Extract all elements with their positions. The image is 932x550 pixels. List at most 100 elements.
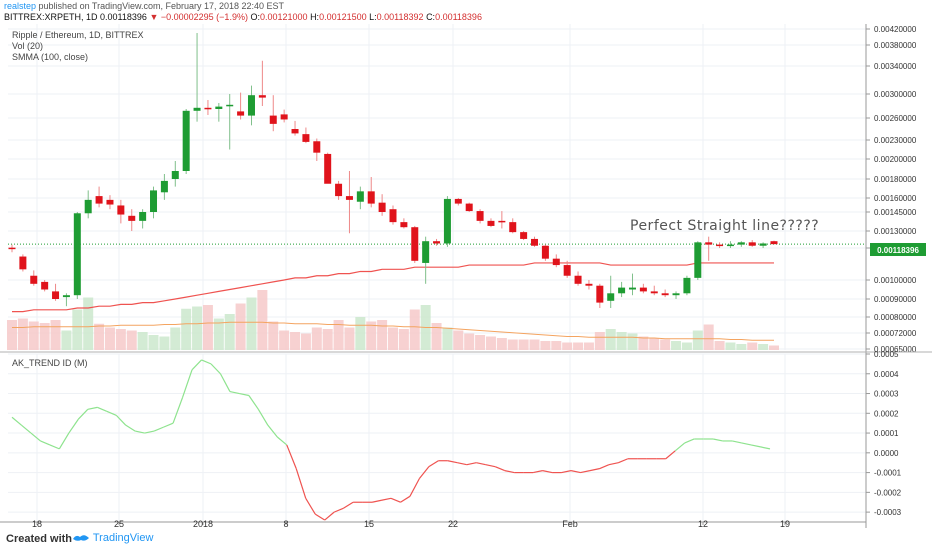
volume-bar bbox=[496, 338, 507, 350]
candle-body bbox=[356, 191, 364, 202]
footer-created: Created with bbox=[6, 533, 73, 545]
indicator-segment bbox=[144, 430, 155, 434]
candle-body bbox=[269, 115, 277, 124]
price-tick-label: 0.00380000 bbox=[874, 41, 917, 50]
volume-bar bbox=[681, 342, 692, 350]
indicator-segment bbox=[418, 466, 430, 479]
volume-bar bbox=[769, 345, 779, 350]
price-tick-label: 0.00260000 bbox=[874, 114, 917, 123]
candle-body bbox=[531, 238, 539, 246]
volume-bar bbox=[583, 342, 594, 350]
tradingview-link[interactable]: TradingView bbox=[72, 532, 153, 544]
candle-body bbox=[62, 295, 70, 298]
author-link[interactable]: realstep bbox=[4, 1, 37, 11]
indicator-segment bbox=[580, 470, 591, 474]
indicator-segment bbox=[295, 468, 307, 499]
candle-body bbox=[237, 111, 245, 116]
indicator-segment bbox=[314, 513, 325, 521]
price-tick-label: 0.00080000 bbox=[874, 313, 917, 322]
ind-tick-label: 0.0003 bbox=[874, 390, 899, 399]
time-tick-label: 18 bbox=[32, 519, 42, 528]
candle-body bbox=[618, 287, 626, 294]
volume-bar bbox=[638, 336, 649, 350]
candle-body bbox=[8, 247, 16, 250]
volume-bar bbox=[355, 317, 366, 350]
candle-body bbox=[95, 196, 103, 204]
candle-body bbox=[726, 244, 734, 247]
volume-bar bbox=[83, 297, 94, 350]
high-value: 0.00121500 bbox=[319, 12, 367, 22]
price-tick-label: 0.00420000 bbox=[874, 25, 917, 34]
volume-bar bbox=[322, 329, 333, 350]
indicator-segment bbox=[608, 462, 619, 466]
ind-tick-label: 0.0002 bbox=[874, 409, 899, 418]
chart-canvas[interactable]: 0.00420000 0.00380000 0.00340000 0.00300000… bbox=[0, 24, 932, 528]
volume-bar bbox=[714, 341, 725, 350]
candle-body bbox=[411, 227, 419, 261]
volume-bar bbox=[72, 309, 83, 350]
indicator-segment bbox=[589, 468, 600, 472]
indicator-segment bbox=[599, 464, 610, 470]
indicator-segment bbox=[400, 495, 411, 503]
price-pane[interactable] bbox=[7, 24, 866, 350]
candle-body bbox=[291, 129, 299, 134]
time-tick-label: 22 bbox=[448, 519, 458, 528]
publish-text: published on TradingView.com, February 1… bbox=[38, 1, 285, 11]
indicator-segment bbox=[333, 507, 344, 513]
indicator-segment bbox=[305, 497, 316, 515]
price-tick-label: 0.00090000 bbox=[874, 295, 917, 304]
symbol-label: BITTREX:XRPETH, 1D bbox=[4, 12, 98, 22]
candle-body bbox=[247, 95, 255, 116]
candle-body bbox=[258, 95, 266, 98]
volume-bar bbox=[192, 306, 203, 350]
indicator-segment bbox=[324, 511, 335, 521]
volume-bar bbox=[758, 344, 769, 350]
legend-title: Ripple / Ethereum, 1D, BITTREX bbox=[12, 30, 144, 40]
indicator-pane[interactable] bbox=[8, 353, 866, 522]
ohlc-info: BITTREX:XRPETH, 1D 0.00118396 ▼ −0.00002… bbox=[4, 12, 482, 22]
candle-body bbox=[683, 277, 691, 294]
candle-body bbox=[226, 104, 234, 107]
candle-body bbox=[204, 107, 212, 110]
volume-bar bbox=[224, 314, 235, 350]
footer: Created with TradingView bbox=[0, 528, 932, 550]
indicator-segment bbox=[106, 410, 117, 416]
indicator-segment bbox=[343, 501, 354, 509]
brand-label: TradingView bbox=[92, 532, 154, 544]
indicator-segment bbox=[181, 369, 193, 398]
indicator-segment bbox=[760, 446, 771, 450]
candle-body bbox=[84, 199, 92, 214]
candle-body bbox=[52, 291, 60, 299]
volume-bar bbox=[61, 330, 72, 350]
candle-body bbox=[313, 141, 321, 153]
indicator-segment bbox=[618, 458, 629, 464]
indicator-segment bbox=[135, 430, 145, 434]
indicator-segment bbox=[713, 438, 723, 442]
indicator-segment bbox=[533, 470, 543, 474]
candle-body bbox=[661, 293, 669, 296]
candle-body bbox=[770, 241, 778, 245]
price-tick-label: 0.00340000 bbox=[874, 62, 917, 71]
volume-bar bbox=[344, 327, 355, 350]
volume-bar bbox=[213, 318, 224, 350]
price-tick-label: 0.00072000 bbox=[874, 329, 917, 338]
volume-bar bbox=[660, 339, 671, 350]
indicator-segment bbox=[409, 478, 420, 497]
ind-tick-label: -0.0002 bbox=[874, 488, 902, 497]
candle-body bbox=[737, 242, 745, 245]
time-tick-label: 2018 bbox=[193, 519, 213, 528]
volume-bar bbox=[703, 324, 714, 350]
candle-body bbox=[585, 283, 593, 286]
price-tick-label: 0.00200000 bbox=[874, 155, 917, 164]
candle-body bbox=[694, 242, 702, 278]
indicator-segment bbox=[286, 444, 297, 469]
volume-bar bbox=[398, 329, 409, 350]
time-tick-label: 19 bbox=[780, 519, 790, 528]
volume-bar bbox=[333, 320, 344, 350]
candle-body bbox=[476, 211, 484, 221]
indicator-segment bbox=[457, 462, 467, 466]
volume-bar bbox=[366, 321, 377, 350]
indicator-segment bbox=[390, 497, 401, 503]
volume-bar bbox=[290, 332, 301, 350]
ind-tick-label: -0.0003 bbox=[874, 508, 902, 517]
